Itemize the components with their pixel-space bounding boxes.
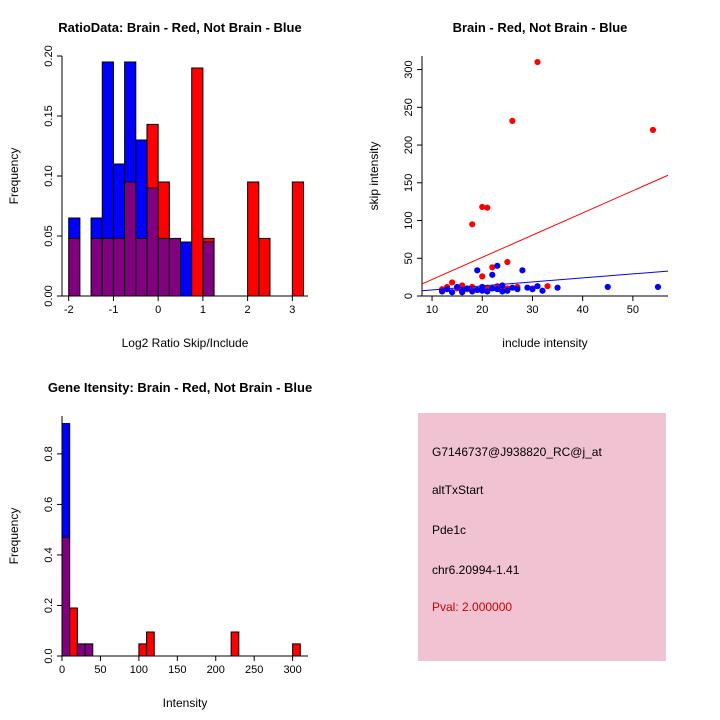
svg-text:300: 300 <box>283 664 301 676</box>
panel-intensity-scatter: Brain - Red, Not Brain - Blue 10 20 30 40 50… <box>360 0 720 360</box>
gene-intensity-y-axis-label: Frequency <box>7 507 21 565</box>
ratio-histogram-y-axis-label: Frequency <box>7 147 21 205</box>
event-type-text: altTxStart <box>432 483 484 497</box>
svg-text:50: 50 <box>403 252 415 264</box>
intensity-scatter-plot: 10 20 30 40 50 0 50 100 150 200 250 300 <box>403 56 669 316</box>
svg-text:0.00: 0.00 <box>43 285 55 306</box>
svg-text:0: 0 <box>403 293 415 299</box>
scatter-x-axis-label: include intensity <box>502 336 588 350</box>
svg-text:0.20: 0.20 <box>43 45 55 66</box>
points-group <box>438 58 662 296</box>
info-panel: G7146737@J938820_RC@j_at altTxStart Pde1… <box>418 413 666 661</box>
svg-text:0.15: 0.15 <box>43 105 55 126</box>
svg-text:0.4: 0.4 <box>43 547 55 562</box>
svg-text:0.8: 0.8 <box>43 446 55 461</box>
svg-text:150: 150 <box>403 174 415 192</box>
brain-fit-line <box>421 174 669 285</box>
scatter-title: Brain - Red, Not Brain - Blue <box>452 20 628 35</box>
svg-text:250: 250 <box>403 98 415 116</box>
scatter-y-axis-label: skip intensity <box>367 141 381 211</box>
svg-text:250: 250 <box>245 664 263 676</box>
bars-group <box>61 423 301 657</box>
ratio-histogram-title: RatioData: Brain - Red, Not Brain - Blue <box>58 20 302 35</box>
chrom-location-text: chr6.20994-1.41 <box>432 563 520 577</box>
panel-gene-intensity-histogram: Gene Itensity: Brain - Red, Not Brain - … <box>0 360 360 720</box>
svg-text:50: 50 <box>627 304 639 316</box>
bars-group <box>68 61 305 297</box>
pval-text: Pval: 2.000000 <box>432 600 513 614</box>
svg-text:0: 0 <box>59 664 65 676</box>
svg-text:1: 1 <box>200 304 206 316</box>
svg-text:0.10: 0.10 <box>43 165 55 186</box>
svg-text:3: 3 <box>289 304 295 316</box>
svg-text:20: 20 <box>476 304 488 316</box>
gene-intensity-histogram-plot: 0 50 100 150 200 250 300 0.0 0.2 0.4 0.6 0.8 <box>43 416 308 676</box>
svg-text:50: 50 <box>94 664 106 676</box>
svg-text:-2: -2 <box>64 304 74 316</box>
svg-text:200: 200 <box>403 136 415 154</box>
svg-text:300: 300 <box>403 60 415 78</box>
svg-text:-1: -1 <box>109 304 119 316</box>
svg-text:10: 10 <box>426 304 438 316</box>
panel-gene-info: G7146737@J938820_RC@j_at altTxStart Pde1… <box>360 360 720 720</box>
svg-text:150: 150 <box>168 664 186 676</box>
svg-text:30: 30 <box>526 304 538 316</box>
gene-intensity-x-axis-label: Intensity <box>162 696 208 710</box>
svg-text:0.0: 0.0 <box>43 648 55 663</box>
not-brain-fit-line <box>421 270 669 292</box>
panel-ratio-histogram: RatioData: Brain - Red, Not Brain - Blue… <box>0 0 360 360</box>
svg-text:0.05: 0.05 <box>43 225 55 246</box>
probe-id-text: G7146737@J938820_RC@j_at <box>432 445 602 459</box>
ratio-histogram-plot: -2 -1 0 1 2 3 0.00 0.05 0.10 0.15 0.20 <box>43 45 308 316</box>
svg-text:0.2: 0.2 <box>43 598 55 613</box>
svg-text:2: 2 <box>245 304 251 316</box>
svg-text:0: 0 <box>155 304 161 316</box>
svg-text:0.6: 0.6 <box>43 497 55 512</box>
gene-name-text: Pde1c <box>432 523 467 537</box>
svg-text:200: 200 <box>207 664 225 676</box>
fit-lines-group <box>421 174 669 292</box>
svg-text:40: 40 <box>577 304 589 316</box>
svg-text:100: 100 <box>130 664 148 676</box>
gene-intensity-title: Gene Itensity: Brain - Red, Not Brain - … <box>47 380 313 395</box>
svg-text:100: 100 <box>403 211 415 229</box>
ratio-histogram-x-axis-label: Log2 Ratio Skip/Include <box>121 336 249 350</box>
